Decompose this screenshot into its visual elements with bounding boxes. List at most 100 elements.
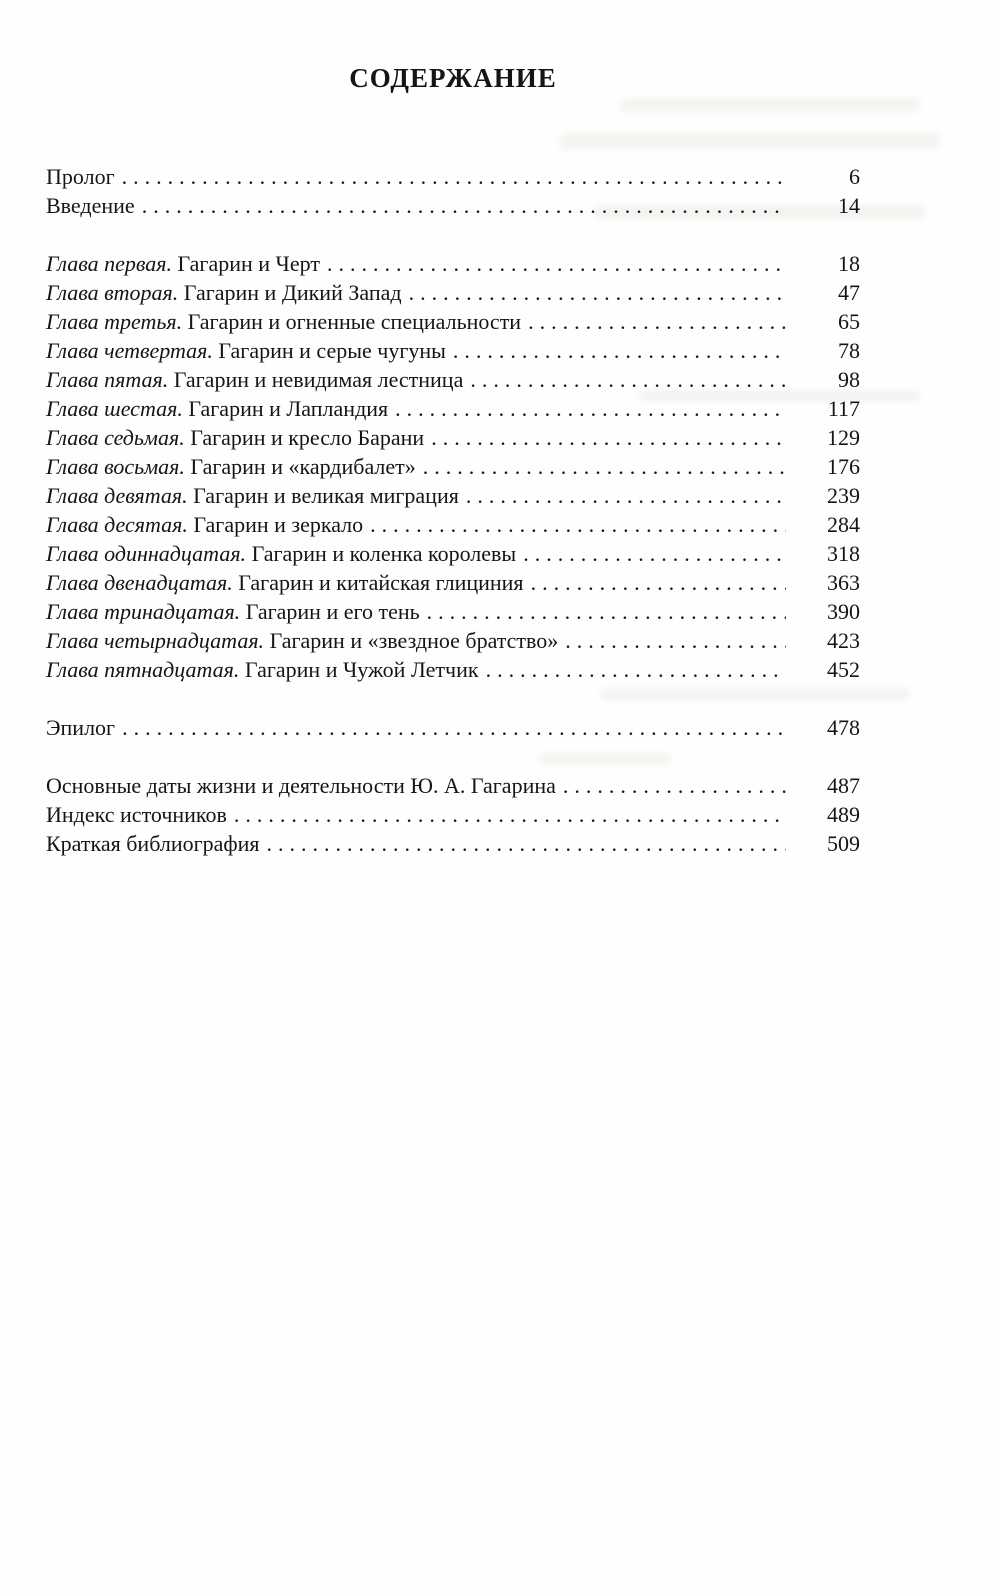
toc-entry-title: Введение [46, 193, 135, 218]
dot-leader [409, 278, 786, 307]
toc-entry-title: Гагарин и «кардибалет» [184, 454, 416, 479]
toc-entry-title: Пролог [46, 164, 115, 189]
toc-entry-page-number: 318 [827, 541, 860, 566]
toc-entry-page-number: 284 [827, 512, 860, 537]
dot-leader [122, 713, 786, 742]
dot-leader [563, 771, 786, 800]
toc-entry-chapter-label: Глава седьмая. [46, 425, 185, 450]
dot-leader [466, 481, 786, 510]
toc-entry-title: Гагарин и зеркало [187, 512, 364, 537]
toc-row: Глава двенадцатая. Гагарин и китайская г… [46, 568, 860, 597]
dot-leader [523, 539, 786, 568]
toc-entry-chapter-label: Глава шестая. [46, 396, 183, 421]
toc-entry-chapter-label: Глава пятая. [46, 367, 169, 392]
toc-row: Глава третья. Гагарин и огненные специал… [46, 307, 860, 336]
dot-leader [431, 423, 786, 452]
toc-row: Глава пятнадцатая. Гагарин и Чужой Летчи… [46, 655, 860, 684]
toc-entry-chapter-label: Глава девятая. [46, 483, 188, 508]
toc-row: Основные даты жизни и деятельности Ю. А.… [46, 771, 860, 800]
toc-row: Глава седьмая. Гагарин и кресло Барани 1… [46, 423, 860, 452]
toc-entry-page-number: 423 [827, 628, 860, 653]
dot-leader [370, 510, 786, 539]
toc-entry-chapter-label: Глава вторая. [46, 280, 179, 305]
dot-leader [395, 394, 786, 423]
toc-entry-title: Индекс источников [46, 802, 227, 827]
toc-row: Глава девятая. Гагарин и великая миграци… [46, 481, 860, 510]
dot-leader [470, 365, 786, 394]
toc-entry-chapter-label: Глава восьмая. [46, 454, 185, 479]
dot-leader [453, 336, 786, 365]
toc-entry-page-number: 452 [827, 657, 860, 682]
toc-entry-page-number: 390 [827, 599, 860, 624]
toc-row: Индекс источников 489 [46, 800, 860, 829]
toc-entry-title: Гагарин и его тень [240, 599, 420, 624]
toc-entry-page-number: 14 [838, 193, 860, 218]
toc-entry-page-number: 78 [838, 338, 860, 363]
toc-entry-page-number: 6 [849, 164, 860, 189]
toc-entry-title: Гагарин и невидимая лестница [168, 367, 464, 392]
toc-row: Глава первая. Гагарин и Черт 18 [46, 249, 860, 278]
toc-entry-chapter-label: Глава одиннадцатая. [46, 541, 247, 566]
toc-entry-chapter-label: Глава четырнадцатая. [46, 628, 265, 653]
toc-entry-chapter-label: Глава тринадцатая. [46, 599, 241, 624]
toc-entry-title: Гагарин и кресло Барани [184, 425, 425, 450]
toc-content: СОДЕРЖАНИЕ Пролог 6 Введение 14 Глава пе… [0, 0, 1000, 858]
toc-entry-page-number: 487 [827, 773, 860, 798]
toc-entry-title: Краткая библиография [46, 831, 260, 856]
toc-entry-title: Основные даты жизни и деятельности Ю. А.… [46, 773, 556, 798]
toc-entry-page-number: 117 [827, 396, 860, 421]
toc-entry-page-number: 47 [838, 280, 860, 305]
toc-entry-title: Эпилог [46, 715, 116, 740]
toc-row: Глава шестая. Гагарин и Лапландия 117 [46, 394, 860, 423]
dot-leader [528, 307, 786, 336]
dot-leader [486, 655, 786, 684]
toc-row: Глава восьмая. Гагарин и «кардибалет» 17… [46, 452, 860, 481]
dot-leader [122, 162, 786, 191]
toc-entry-title: Гагарин и серые чугуны [212, 338, 446, 363]
toc-entry-page-number: 489 [827, 802, 860, 827]
toc-entry-chapter-label: Глава первая. [46, 251, 172, 276]
toc-entry-title: Гагарин и «звездное братство» [264, 628, 559, 653]
toc-row: Глава тринадцатая. Гагарин и его тень 39… [46, 597, 860, 626]
toc-entry-chapter-label: Глава третья. [46, 309, 183, 334]
toc-entry-title: Гагарин и китайская глициния [232, 570, 524, 595]
toc-entry-title: Гагарин и Чужой Летчик [239, 657, 479, 682]
dot-leader [531, 568, 786, 597]
dot-leader [327, 249, 786, 278]
toc-entry-title: Гагарин и Дикий Запад [178, 280, 402, 305]
toc-entry-title: Гагарин и огненные специальности [182, 309, 522, 334]
toc-entry-page-number: 478 [827, 715, 860, 740]
toc-row: Глава одиннадцатая. Гагарин и коленка ко… [46, 539, 860, 568]
toc-entry-title: Гагарин и Черт [172, 251, 320, 276]
toc-row: Пролог 6 [46, 162, 860, 191]
toc-entry-chapter-label: Глава четвертая. [46, 338, 213, 363]
toc-row: Глава вторая. Гагарин и Дикий Запад 47 [46, 278, 860, 307]
toc-entry-page-number: 176 [827, 454, 860, 479]
toc-entry-page-number: 509 [827, 831, 860, 856]
toc-row: Эпилог 478 [46, 713, 860, 742]
toc-entry-page-number: 18 [838, 251, 860, 276]
toc-entry-chapter-label: Глава десятая. [46, 512, 188, 537]
toc-row: Глава пятая. Гагарин и невидимая лестниц… [46, 365, 860, 394]
toc-row: Введение 14 [46, 191, 860, 220]
toc-entry-page-number: 239 [827, 483, 860, 508]
toc-entry-chapter-label: Глава двенадцатая. [46, 570, 233, 595]
toc-row: Глава четвертая. Гагарин и серые чугуны … [46, 336, 860, 365]
toc-entry-chapter-label: Глава пятнадцатая. [46, 657, 240, 682]
toc-row: Глава десятая. Гагарин и зеркало 284 [46, 510, 860, 539]
toc-entry-page-number: 363 [827, 570, 860, 595]
toc-entry-page-number: 65 [838, 309, 860, 334]
toc-entry-title: Гагарин и коленка королевы [246, 541, 517, 566]
toc-row: Глава четырнадцатая. Гагарин и «звездное… [46, 626, 860, 655]
toc-entry-page-number: 129 [827, 425, 860, 450]
page-title: СОДЕРЖАНИЕ [349, 63, 557, 93]
dot-leader [423, 452, 786, 481]
toc-row: Краткая библиография 509 [46, 829, 860, 858]
toc-entry-title: Гагарин и Лапландия [182, 396, 389, 421]
dot-leader [565, 626, 786, 655]
toc-entry-title: Гагарин и великая миграция [187, 483, 459, 508]
dot-leader [234, 800, 786, 829]
dot-leader [427, 597, 786, 626]
dot-leader [267, 829, 786, 858]
